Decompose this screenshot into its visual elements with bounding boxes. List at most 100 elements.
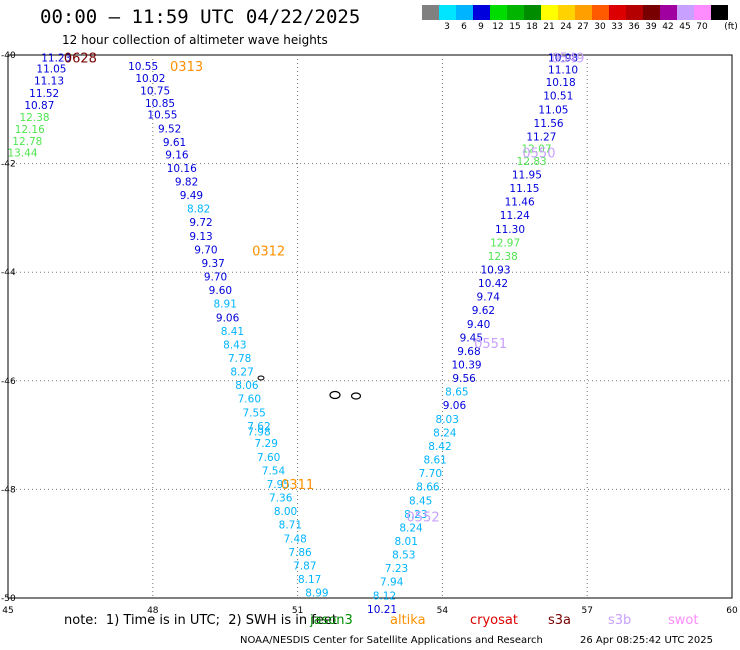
colorbar-tick-label: 42	[662, 22, 674, 32]
colorbar-cell	[694, 5, 711, 20]
wave-height-value: 8.03	[436, 414, 459, 426]
wave-height-value: 10.93	[480, 264, 510, 276]
colorbar	[422, 5, 728, 20]
colorbar-cell	[609, 5, 626, 20]
island-outline	[257, 375, 265, 381]
credit-text: NOAA/NESDIS Center for Satellite Applica…	[240, 635, 543, 646]
wave-height-value: 7.78	[228, 353, 251, 365]
y-tick-label: -46	[1, 377, 16, 387]
wave-height-value: 9.60	[209, 285, 232, 297]
colorbar-tick-label: 12	[492, 22, 504, 32]
colorbar-tick-label: 21	[543, 22, 555, 32]
colorbar-cell	[592, 5, 609, 20]
colorbar-cell	[490, 5, 507, 20]
x-tick-label: 51	[292, 606, 303, 616]
wave-height-value: 9.49	[180, 190, 203, 202]
wave-height-value: 11.10	[548, 65, 578, 77]
wave-height-value: 10.16	[167, 163, 197, 175]
wave-height-value: 11.30	[495, 224, 525, 236]
wave-height-value: 12.38	[20, 112, 50, 124]
legend-item-altika: altika	[390, 613, 426, 628]
wave-height-value: 10.39	[452, 360, 482, 372]
plot-frame	[7, 54, 733, 599]
wave-height-value: 9.74	[477, 292, 501, 304]
wave-height-value: 8.99	[305, 588, 328, 600]
pass-time-label: 0549	[551, 52, 584, 67]
wave-height-value: 7.55	[242, 407, 265, 419]
wave-height-value: 8.00	[274, 506, 297, 518]
wave-height-value: 12.83	[517, 156, 547, 168]
wave-height-value: 7.60	[238, 394, 261, 406]
wave-height-value: 10.85	[145, 98, 175, 110]
wave-height-value: 10.21	[367, 604, 397, 616]
y-tick-label: -42	[1, 160, 16, 170]
y-tick-label: -50	[1, 594, 16, 604]
colorbar-tick-label: 33	[611, 22, 623, 32]
pass-time-label: 0551	[474, 337, 507, 352]
colorbar-cell	[439, 5, 456, 20]
wave-height-value: 9.06	[216, 312, 240, 324]
pass-time-label: 0313	[170, 60, 203, 75]
x-tick-label: 54	[437, 606, 449, 616]
wave-height-value: 9.70	[204, 272, 227, 284]
wave-height-value: 8.45	[409, 495, 432, 507]
wave-height-value: 9.45	[460, 332, 483, 344]
wave-height-value: 9.82	[175, 177, 198, 189]
wave-height-value: 12.97	[490, 237, 520, 249]
colorbar-tick-label: 6	[461, 22, 467, 32]
wave-height-value: 9.16	[165, 149, 189, 161]
wave-height-value: 8.91	[214, 299, 237, 311]
wave-height-value: 7.36	[269, 493, 293, 505]
wave-height-value: 10.18	[546, 77, 576, 89]
island-outline	[329, 390, 341, 400]
wave-height-value: 9.62	[472, 305, 495, 317]
colorbar-cell	[711, 5, 728, 20]
wave-height-value: 8.65	[445, 387, 468, 399]
wave-height-value: 7.60	[257, 452, 280, 464]
colorbar-cell	[575, 5, 592, 20]
wave-height-value: 8.01	[395, 536, 418, 548]
wave-height-value: 11.23	[41, 53, 71, 65]
wave-height-value: 7.98	[247, 426, 270, 438]
x-tick-label: 48	[147, 606, 159, 616]
wave-height-value: 11.05	[36, 64, 66, 76]
wave-height-value: 7.87	[293, 560, 316, 572]
wave-height-value: 8.24	[433, 427, 457, 439]
colorbar-cell	[626, 5, 643, 20]
colorbar-tick-label: 39	[645, 22, 657, 32]
colorbar-tick-label: 15	[509, 22, 521, 32]
wave-height-value: 9.06	[443, 400, 467, 412]
wave-height-value: 7.29	[255, 438, 278, 450]
wave-height-value: 7.94	[380, 577, 404, 589]
wave-height-value: 7.48	[283, 533, 306, 545]
pass-time-label: 0552	[407, 511, 440, 526]
wave-height-value: 11.95	[512, 169, 542, 181]
generation-timestamp: 26 Apr 08:25:42 UTC 2025	[580, 635, 713, 646]
wave-height-value: 8.06	[235, 380, 259, 392]
wave-height-value: 8.17	[298, 574, 321, 586]
legend-item-s3b: s3b	[608, 613, 632, 628]
wave-height-value: 8.12	[373, 590, 396, 602]
wave-height-value: 9.72	[189, 217, 212, 229]
y-tick-label: -44	[1, 268, 16, 278]
x-tick-label: 57	[581, 606, 592, 616]
wave-height-value: 12.16	[15, 124, 45, 136]
wave-height-value: 9.37	[201, 258, 224, 270]
wave-height-value: 11.24	[500, 210, 530, 222]
legend-item-cryosat: cryosat	[470, 613, 518, 628]
wave-height-value: 7.62	[247, 421, 270, 433]
legend-item-swot: swot	[668, 613, 699, 628]
wave-height-value: 10.75	[140, 85, 170, 97]
wave-height-value: 10.51	[543, 91, 573, 103]
colorbar-tick-label: 24	[560, 22, 572, 32]
wave-height-value: 7.95	[267, 479, 290, 491]
wave-height-value: 9.70	[194, 244, 217, 256]
wave-height-value: 8.66	[416, 482, 440, 494]
legend-item-s3a: s3a	[548, 613, 572, 628]
page-subtitle: 12 hour collection of altimeter wave hei…	[62, 33, 328, 47]
wave-height-value: 7.70	[419, 468, 442, 480]
wave-height-value: 11.15	[509, 183, 539, 195]
colorbar-cell	[643, 5, 660, 20]
wave-height-value: 11.27	[526, 131, 556, 143]
colorbar-tick-label: 45	[679, 22, 691, 32]
